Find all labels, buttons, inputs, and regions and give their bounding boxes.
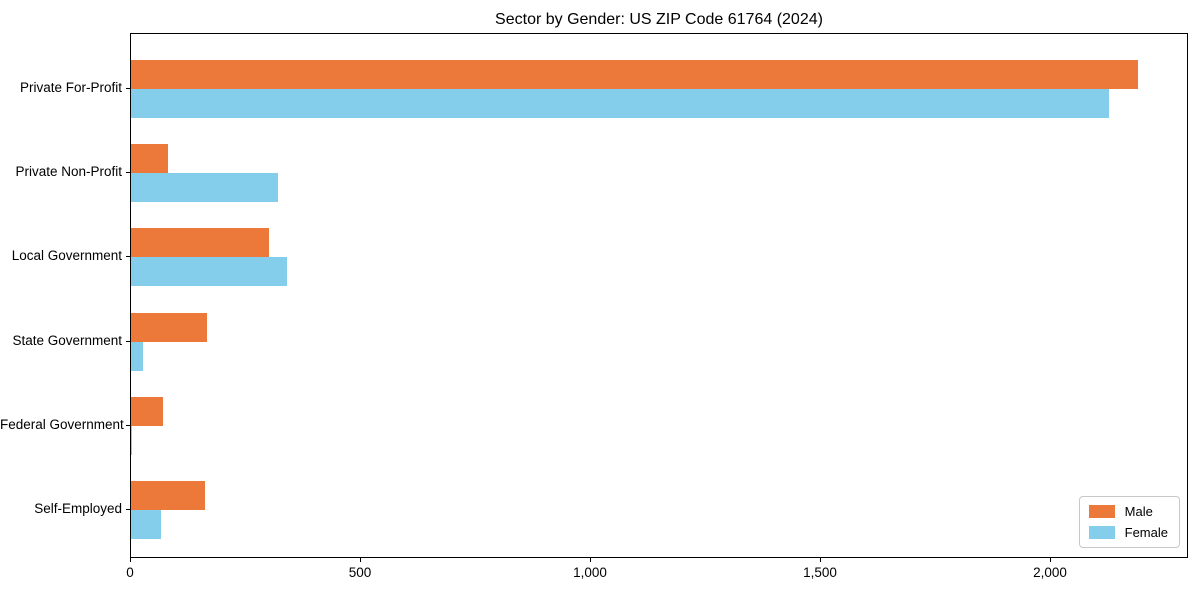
y-tick-mark	[126, 424, 130, 426]
x-tick-label-2000: 2,000	[1033, 565, 1067, 580]
bar-female-federal-government	[131, 425, 133, 455]
x-tick-label-1500: 1,500	[803, 565, 837, 580]
plot-area: Male Female	[130, 33, 1188, 558]
x-tick-mark	[1050, 558, 1051, 562]
bar-male-federal-government	[131, 396, 164, 426]
x-tick-mark	[820, 558, 821, 562]
x-tick-mark	[590, 558, 591, 562]
x-tick-mark	[360, 558, 361, 562]
x-tick-label-0: 0	[126, 565, 134, 580]
bar-female-local-government	[131, 257, 288, 287]
bar-male-private-non-profit	[131, 144, 168, 174]
x-tick-label-1000: 1,000	[573, 565, 607, 580]
bar-male-state-government	[131, 312, 207, 342]
female-swatch	[1088, 526, 1115, 539]
y-tick-mark	[126, 256, 130, 258]
x-tick-mark	[130, 558, 131, 562]
y-tick-label-private-for-profit: Private For-Profit	[19, 80, 122, 95]
y-tick-label-self-employed: Self-Employed	[34, 501, 122, 516]
legend: Male Female	[1078, 496, 1180, 548]
male-swatch	[1088, 505, 1115, 518]
y-tick-label-private-non-profit: Private Non-Profit	[15, 164, 122, 180]
x-tick-label-500: 500	[348, 565, 372, 580]
bar-male-self-employed	[131, 481, 205, 510]
y-tick-mark	[126, 340, 130, 342]
y-tick-mark	[126, 88, 130, 89]
y-tick-mark	[126, 509, 130, 510]
bar-male-private-for-profit	[131, 60, 1139, 89]
legend-label-female: Female	[1124, 525, 1168, 540]
y-tick-label-state-government: State Government	[12, 332, 122, 348]
y-tick-mark	[126, 172, 130, 174]
bar-female-self-employed	[131, 510, 161, 539]
chart-title: Sector by Gender: US ZIP Code 61764 (202…	[495, 11, 823, 28]
bar-female-state-government	[131, 341, 143, 371]
legend-item-male: Male	[1088, 504, 1168, 519]
bar-female-private-non-profit	[131, 173, 279, 203]
y-tick-label-local-government: Local Government	[11, 248, 122, 264]
bar-female-private-for-profit	[131, 89, 1109, 118]
legend-item-female: Female	[1088, 525, 1168, 540]
y-tick-label-federal-government: Federal Government	[0, 416, 124, 432]
bar-male-local-government	[131, 228, 269, 258]
legend-label-male: Male	[1124, 504, 1153, 519]
